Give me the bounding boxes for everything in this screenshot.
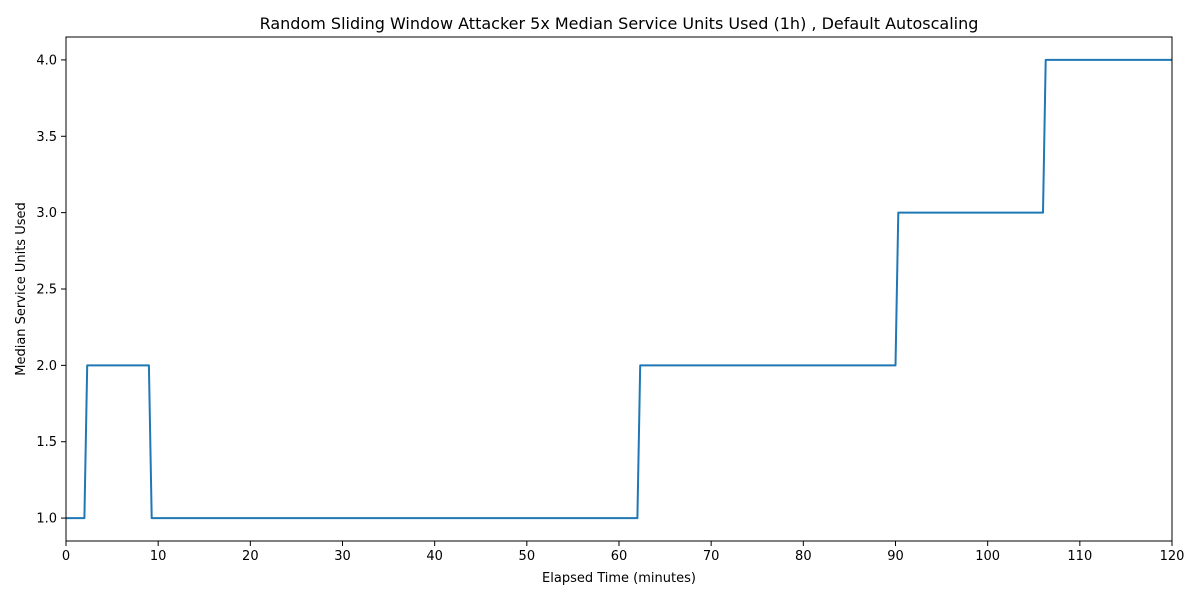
chart-title: Random Sliding Window Attacker 5x Median… [260, 14, 979, 33]
x-tick-label: 80 [795, 549, 812, 564]
x-tick-label: 30 [334, 549, 351, 564]
plot-frame [65, 36, 1173, 542]
y-tick-label: 3.0 [36, 206, 57, 221]
series-line-0 [66, 58, 1172, 520]
x-tick-label: 120 [1160, 549, 1185, 564]
x-tick-label: 60 [611, 549, 628, 564]
x-tick-label: 10 [150, 549, 167, 564]
x-tick-label: 110 [1067, 549, 1092, 564]
x-tick-label: 0 [62, 549, 70, 564]
x-axis-label: Elapsed Time (minutes) [542, 571, 696, 586]
plot-area [65, 36, 1173, 542]
y-tick-label: 1.0 [36, 512, 57, 527]
x-tick-label: 90 [887, 549, 904, 564]
x-axis: 0 10 20 30 40 50 60 70 80 90 100 110 120 [62, 541, 1185, 564]
x-tick-label: 50 [519, 549, 536, 564]
x-tick-label: 40 [426, 549, 443, 564]
x-tick-label: 20 [242, 549, 259, 564]
y-axis-label: Median Service Units Used [14, 202, 29, 376]
y-axis: 1.0 1.5 2.0 2.5 3.0 3.5 4.0 [36, 53, 66, 527]
y-tick-label: 2.0 [36, 359, 57, 374]
y-tick-label: 4.0 [36, 53, 57, 68]
y-tick-label: 2.5 [36, 283, 57, 298]
x-tick-label: 100 [975, 549, 1000, 564]
y-tick-label: 3.5 [36, 130, 57, 145]
y-tick-label: 1.5 [36, 435, 57, 450]
x-tick-label: 70 [703, 549, 720, 564]
